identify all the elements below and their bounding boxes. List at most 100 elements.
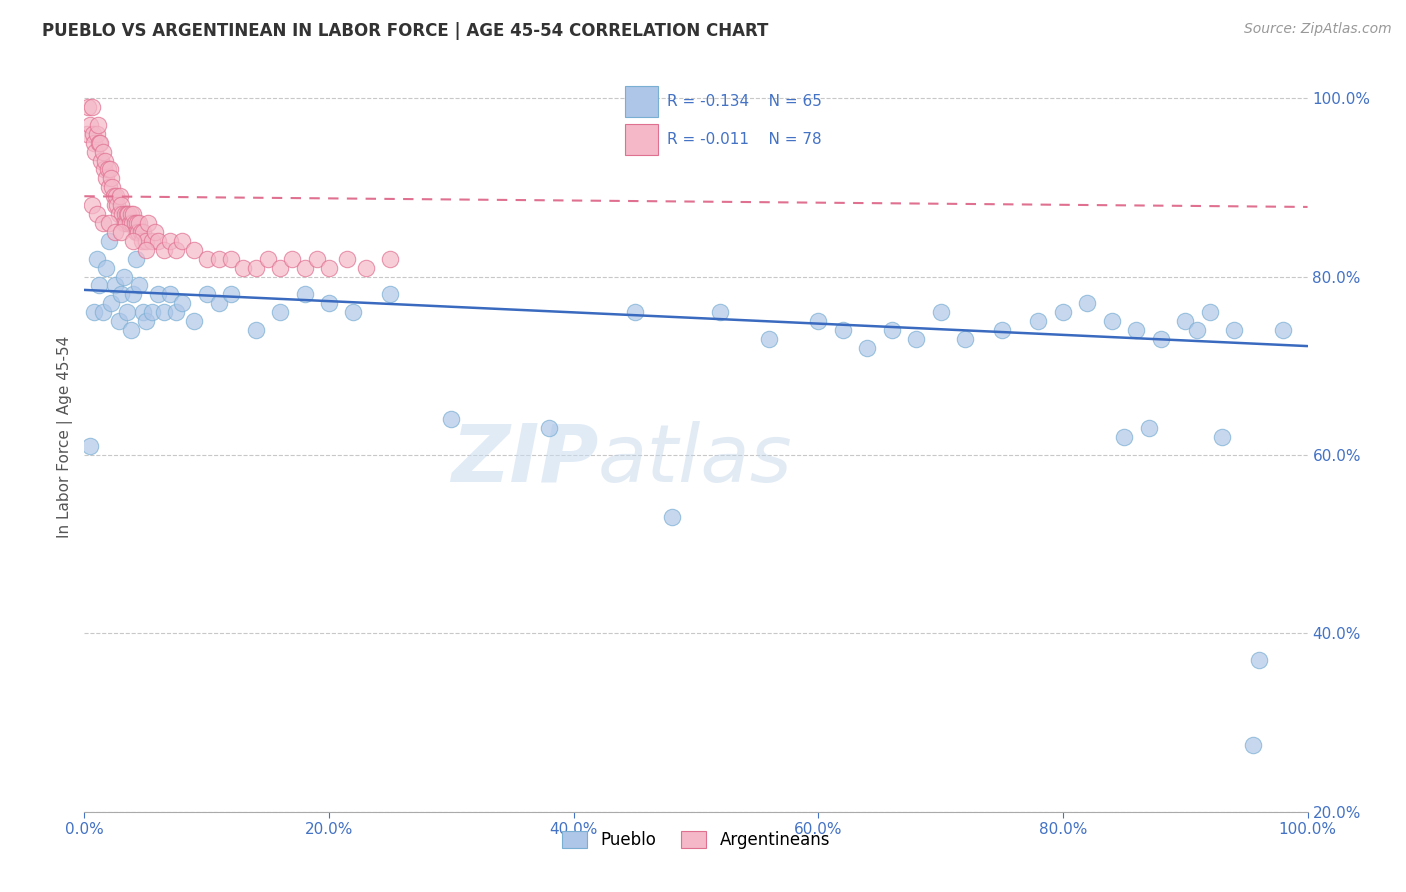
Point xyxy=(141,305,163,319)
Point xyxy=(294,260,316,275)
Point xyxy=(232,260,254,275)
Point xyxy=(195,287,218,301)
Point xyxy=(1272,323,1295,337)
Point xyxy=(83,305,105,319)
Point xyxy=(117,207,139,221)
Point xyxy=(146,287,169,301)
Point xyxy=(1125,323,1147,337)
Point xyxy=(165,243,187,257)
Point xyxy=(281,252,304,266)
Point xyxy=(132,305,155,319)
Point xyxy=(84,145,107,159)
Point xyxy=(1223,323,1246,337)
Point xyxy=(115,305,138,319)
Point xyxy=(86,127,108,141)
Point xyxy=(112,216,135,230)
Point xyxy=(219,287,242,301)
Point xyxy=(380,252,402,266)
Point xyxy=(120,207,142,221)
Point xyxy=(208,296,231,310)
Point xyxy=(91,305,114,319)
Point xyxy=(318,296,340,310)
Point xyxy=(103,189,125,203)
Point xyxy=(112,269,135,284)
Point xyxy=(1174,314,1197,328)
Point xyxy=(125,216,148,230)
Point xyxy=(183,243,205,257)
Point xyxy=(125,252,148,266)
Point xyxy=(124,216,146,230)
Point xyxy=(336,252,359,266)
Text: atlas: atlas xyxy=(598,420,793,499)
Point xyxy=(104,278,127,293)
Point xyxy=(110,225,132,239)
Legend: Pueblo, Argentineans: Pueblo, Argentineans xyxy=(555,824,837,855)
Point xyxy=(105,189,128,203)
Point xyxy=(624,305,647,319)
Point xyxy=(80,198,103,212)
Point xyxy=(953,332,976,346)
Point xyxy=(86,207,108,221)
Point xyxy=(104,198,127,212)
Point xyxy=(83,136,105,150)
Point xyxy=(110,287,132,301)
Point xyxy=(141,234,163,248)
Point xyxy=(107,314,129,328)
Point xyxy=(208,252,231,266)
Point xyxy=(1198,305,1220,319)
Point xyxy=(153,243,176,257)
Point xyxy=(831,323,853,337)
Point xyxy=(183,314,205,328)
Point xyxy=(257,252,280,266)
Point xyxy=(96,171,118,186)
Point xyxy=(129,225,152,239)
Point xyxy=(94,153,117,168)
Point xyxy=(90,153,112,168)
Point xyxy=(111,207,134,221)
Point xyxy=(120,323,142,337)
Point xyxy=(1241,738,1264,752)
Point xyxy=(1137,421,1160,435)
Point xyxy=(245,323,267,337)
Point xyxy=(96,260,118,275)
Point xyxy=(354,260,377,275)
Point xyxy=(128,216,150,230)
Point xyxy=(108,189,131,203)
Point xyxy=(77,100,100,114)
Point xyxy=(172,296,194,310)
Point xyxy=(135,314,157,328)
Point xyxy=(110,198,132,212)
Point xyxy=(122,207,145,221)
Point xyxy=(131,234,153,248)
Point xyxy=(115,216,138,230)
Point xyxy=(100,171,122,186)
Point xyxy=(538,421,561,435)
Text: ZIP: ZIP xyxy=(451,420,598,499)
Point xyxy=(115,207,138,221)
Point xyxy=(905,332,928,346)
Point xyxy=(107,207,129,221)
Point xyxy=(100,296,122,310)
Point xyxy=(87,278,110,293)
Point xyxy=(219,252,242,266)
Point xyxy=(122,287,145,301)
Point xyxy=(153,305,176,319)
Point xyxy=(127,225,149,239)
Point xyxy=(86,252,108,266)
Point xyxy=(807,314,830,328)
Point xyxy=(135,234,157,248)
Point xyxy=(114,207,136,221)
Point xyxy=(105,198,128,212)
Point xyxy=(159,234,181,248)
Point xyxy=(856,341,879,355)
Point xyxy=(159,287,181,301)
Point xyxy=(97,180,120,194)
Point xyxy=(305,252,328,266)
Point xyxy=(709,305,731,319)
Point xyxy=(80,100,103,114)
Point xyxy=(135,243,157,257)
Point xyxy=(79,439,101,453)
Y-axis label: In Labor Force | Age 45-54: In Labor Force | Age 45-54 xyxy=(58,336,73,538)
Point xyxy=(880,323,903,337)
Point xyxy=(87,118,110,132)
